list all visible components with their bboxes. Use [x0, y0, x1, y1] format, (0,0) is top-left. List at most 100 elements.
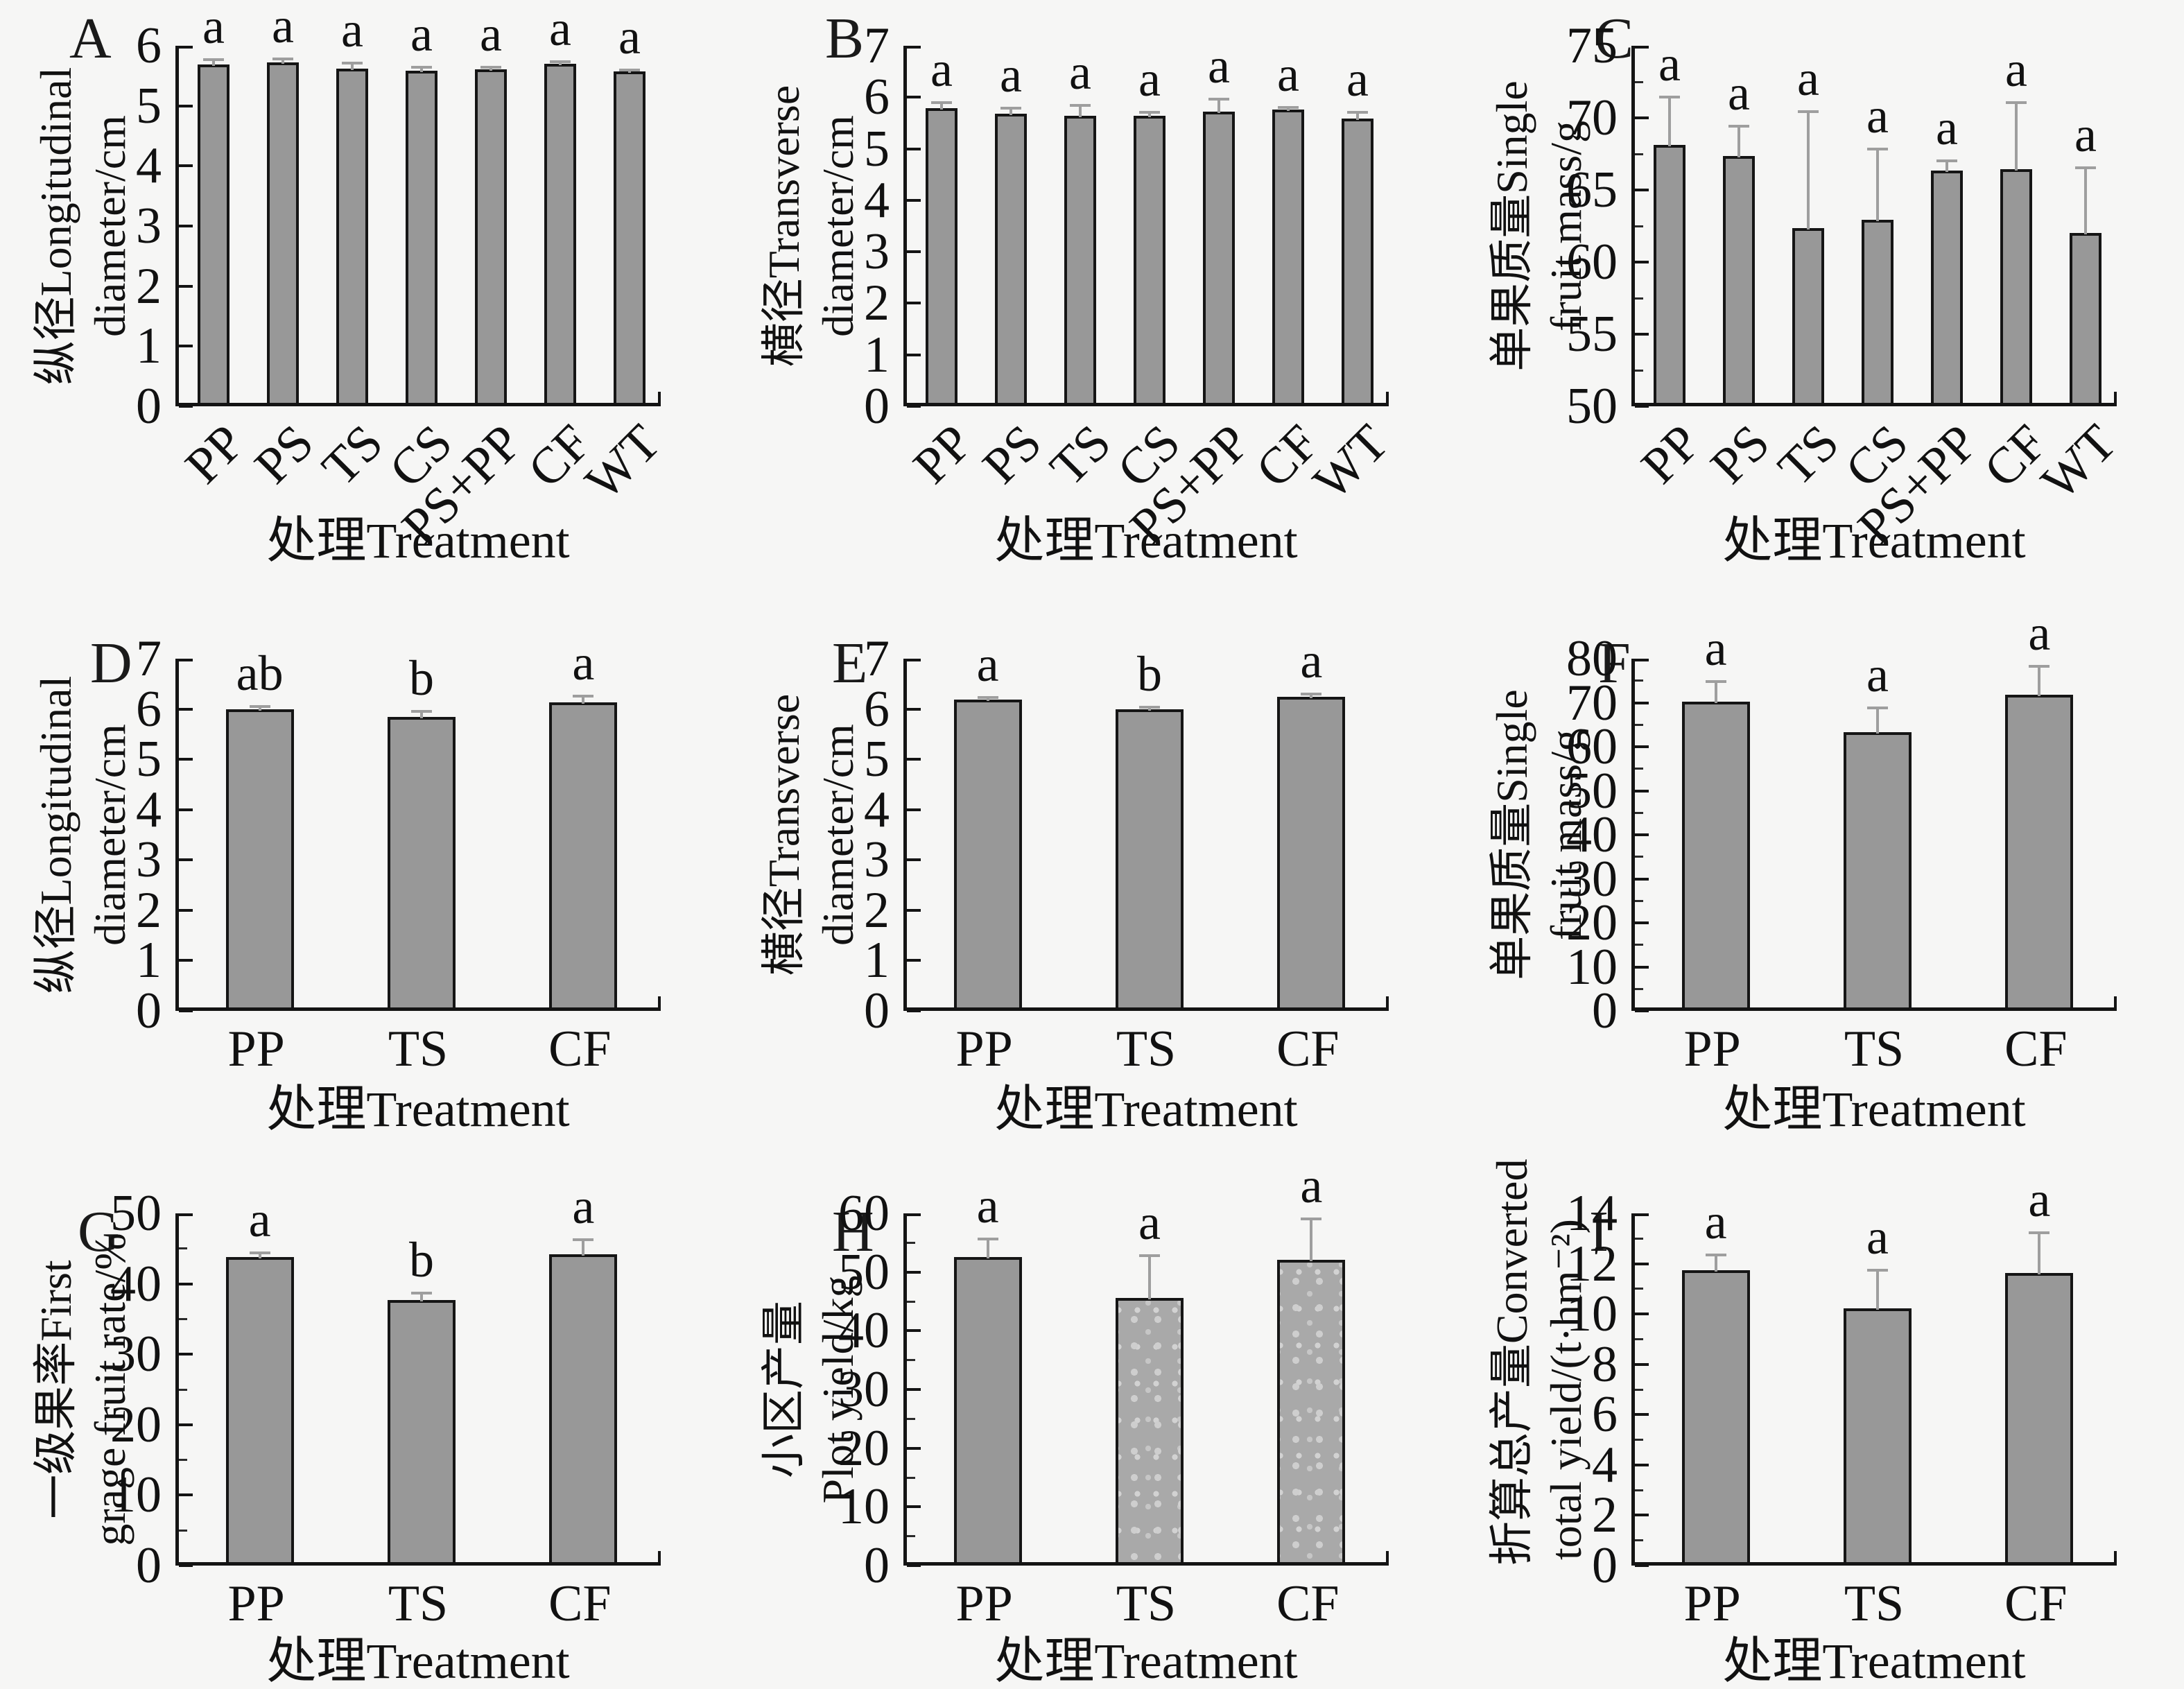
y-tick: [1635, 1463, 1649, 1466]
y-minor-tick: [907, 1241, 915, 1244]
y-tick-label: 2: [136, 257, 162, 315]
error-bar-cap: [1867, 147, 1888, 150]
error-bar-line: [1714, 1255, 1717, 1272]
bar: [267, 62, 299, 403]
y-tick-label: 4: [864, 781, 890, 838]
y-tick: [179, 707, 193, 711]
y-minor-tick: [1635, 856, 1643, 858]
bar: [225, 1257, 294, 1562]
y-minor-tick: [1635, 768, 1643, 770]
panel-letter: H: [832, 1199, 874, 1264]
y-tick-label: 0: [1592, 982, 1618, 1039]
y-tick: [1635, 116, 1649, 119]
panel-letter: E: [832, 631, 868, 695]
significance-letter: a: [248, 1191, 271, 1247]
x-axis-title: 处理Treatment: [1722, 1082, 2026, 1137]
x-category-label: PP: [902, 414, 984, 495]
significance-letter: a: [930, 41, 953, 97]
y-tick-label: 6: [864, 680, 890, 738]
y-tick-label: 14: [1566, 1185, 1618, 1242]
bar: [1844, 1308, 1912, 1562]
error-bar-cap: [342, 62, 363, 65]
y-tick: [179, 808, 193, 811]
bar: [475, 69, 507, 403]
bar: [953, 1256, 1022, 1562]
significance-letter: a: [1704, 1194, 1727, 1250]
y-tick: [907, 96, 921, 99]
y-tick-label: 3: [864, 223, 890, 281]
x-category-label: PP: [955, 1575, 1013, 1632]
significance-letter: b: [409, 650, 434, 707]
significance-letter: a: [272, 0, 294, 54]
error-bar-cap: [2029, 664, 2050, 668]
y-tick: [907, 858, 921, 862]
y-tick: [907, 1329, 921, 1333]
y-tick: [1635, 189, 1649, 191]
x-category-label: PP: [1630, 414, 1712, 495]
significance-letter: a: [572, 634, 595, 691]
significance-letter: a: [1658, 36, 1681, 92]
y-tick-label: 2: [864, 881, 890, 939]
error-bar-cap: [1347, 111, 1368, 114]
bar: [2005, 695, 2074, 1007]
bar: [1277, 1259, 1346, 1562]
y-tick-label: 12: [1566, 1235, 1618, 1292]
y-tick-label: 55: [1566, 306, 1618, 363]
y-minor-tick: [1635, 944, 1643, 946]
y-minor-tick: [1635, 1489, 1643, 1491]
x-category-label: PS: [243, 414, 325, 495]
y-tick-label: 50: [1566, 378, 1618, 435]
significance-letter: a: [1936, 99, 1958, 155]
y-tick-label: 0: [864, 378, 890, 435]
panel-letter: I: [1589, 1199, 1609, 1264]
y-minor-tick: [907, 1535, 915, 1538]
y-tick: [907, 1388, 921, 1391]
y-tick-label: 7: [864, 17, 890, 74]
y-tick: [179, 1282, 193, 1285]
significance-letter: a: [1069, 44, 1091, 100]
bar: [1272, 110, 1304, 403]
y-tick: [1635, 333, 1649, 336]
x-axis-end-tick: [1386, 996, 1389, 1007]
y-tick-label: 60: [1566, 718, 1618, 775]
x-category-label: TS: [388, 1021, 449, 1077]
y-minor-tick: [179, 1247, 187, 1250]
error-bar-line: [582, 695, 585, 704]
significance-letter: b: [1137, 646, 1162, 702]
error-bar-line: [986, 1239, 989, 1258]
x-axis-end-tick: [658, 392, 661, 403]
significance-letter: a: [1866, 1209, 1889, 1265]
error-bar-cap: [1705, 1254, 1726, 1257]
significance-letter: a: [572, 1178, 595, 1234]
y-tick: [179, 104, 193, 107]
error-bar-line: [281, 59, 284, 64]
error-bar-line: [1737, 125, 1740, 158]
error-bar-cap: [1659, 96, 1680, 99]
y-tick: [907, 353, 921, 356]
error-bar-cap: [1867, 707, 1888, 710]
error-bar-line: [940, 102, 943, 110]
error-bar-cap: [1208, 98, 1229, 101]
error-bar-line: [1287, 107, 1290, 112]
y-tick: [907, 147, 921, 150]
y-tick-label: 30: [838, 1361, 890, 1418]
x-axis-end-tick: [658, 996, 661, 1007]
x-category-label: CF: [2004, 1021, 2068, 1077]
x-category-label: CF: [2004, 1575, 2068, 1632]
x-axis-title: 处理Treatment: [994, 513, 1298, 569]
significance-letter: a: [1208, 38, 1230, 94]
bar: [995, 113, 1027, 403]
y-tick-label: 40: [110, 1255, 162, 1313]
error-bar-cap: [1000, 107, 1021, 110]
significance-letter: a: [976, 636, 999, 692]
panel-letter: D: [90, 631, 132, 695]
bar: [198, 64, 229, 403]
error-bar-cap: [1798, 110, 1819, 113]
error-bar-line: [986, 697, 989, 701]
y-tick-label: 70: [1566, 674, 1618, 731]
chart-panel: F 单果质量Single fruit mass/g a a a 0 10 20 30 40 50 60 7…: [1456, 562, 2184, 1136]
x-category-label: TS: [388, 1575, 449, 1632]
y-tick: [1635, 1313, 1649, 1316]
